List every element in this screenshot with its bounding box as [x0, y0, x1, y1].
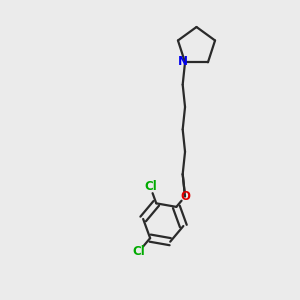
Text: Cl: Cl: [133, 245, 145, 258]
Text: O: O: [180, 190, 190, 203]
Text: Cl: Cl: [144, 181, 157, 194]
Text: N: N: [178, 55, 188, 68]
